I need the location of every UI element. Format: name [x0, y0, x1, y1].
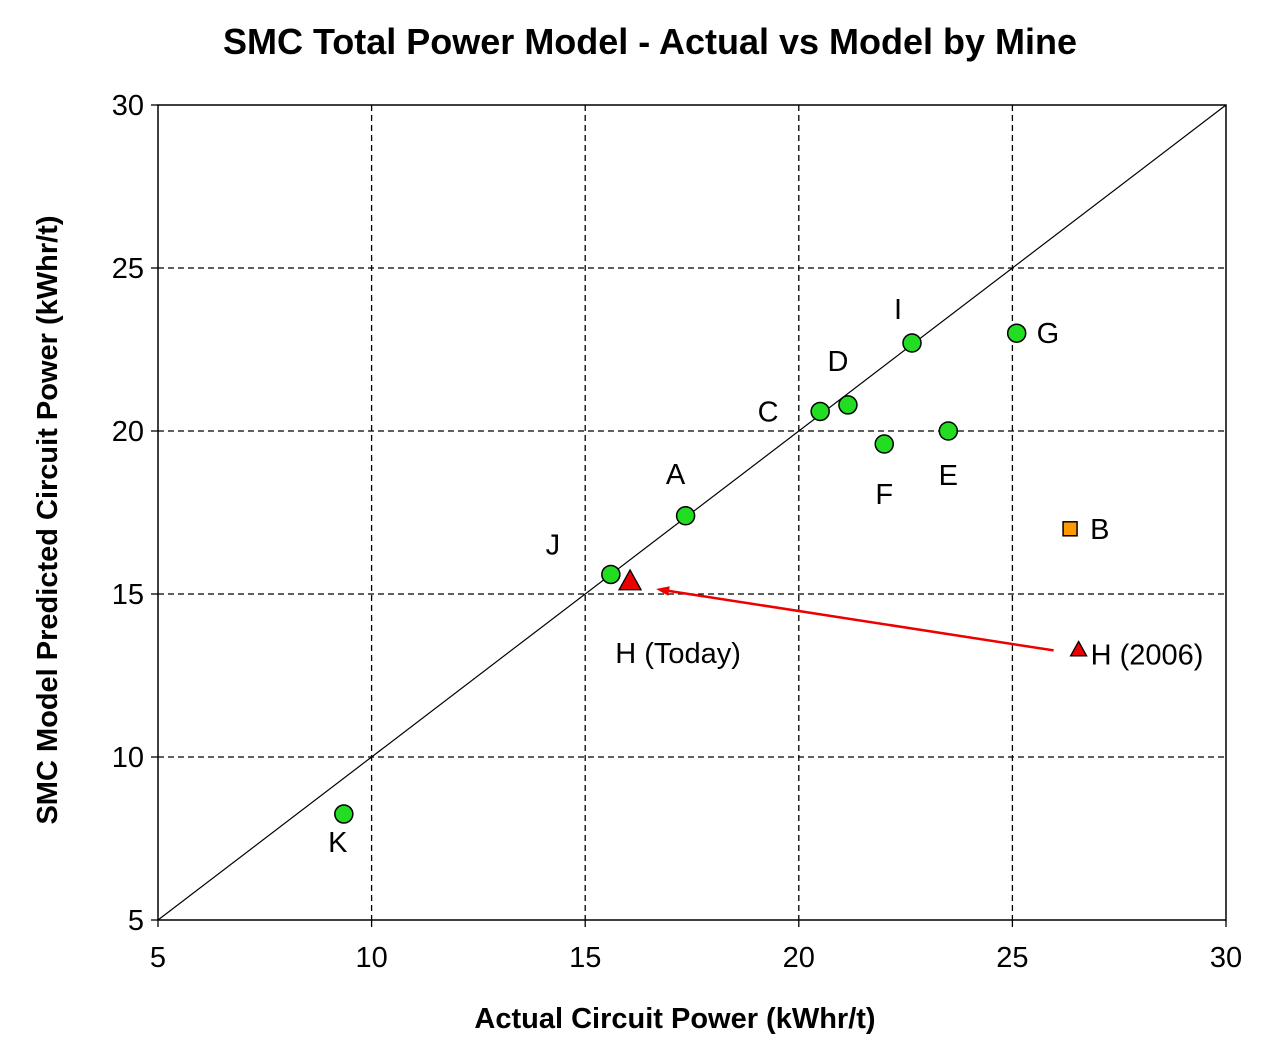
x-tick-label: 25 — [996, 942, 1028, 974]
data-point-b — [1062, 521, 1078, 537]
data-point-c — [810, 401, 830, 422]
point-label: A — [666, 459, 686, 491]
x-tick-label: 30 — [1210, 942, 1242, 974]
y-tick-label: 30 — [112, 90, 144, 122]
point-label: K — [328, 827, 348, 859]
data-point-j — [601, 564, 621, 585]
ticks: 5 10 15 20 25 30 5 10 15 20 25 30 — [112, 90, 1242, 974]
data-point-d — [838, 395, 858, 415]
y-tick-label: 15 — [112, 579, 144, 611]
data-point-h-2006 — [1069, 640, 1088, 657]
x-tick-label: 5 — [150, 942, 166, 974]
annotation-arrow-line — [665, 589, 1054, 652]
y-axis-label: SMC Model Predicted Circuit Power (kWhr/… — [32, 215, 64, 824]
y-tick-label: 25 — [112, 253, 144, 285]
point-label: G — [1037, 318, 1060, 350]
point-label: B — [1090, 514, 1109, 546]
data-point-h-today — [617, 568, 643, 591]
data-point-a — [675, 506, 696, 526]
y-tick-label: 10 — [112, 742, 144, 774]
x-tick-label: 20 — [783, 942, 815, 974]
point-label: E — [939, 460, 958, 492]
data-point-i — [902, 333, 922, 353]
point-label: H (2006) — [1091, 639, 1204, 671]
data-marks: K J A C D I G F E B H (Today) H (2006) — [328, 294, 1203, 859]
data-point-g — [1006, 323, 1027, 343]
data-point-e — [938, 421, 959, 441]
data-point-f — [874, 434, 894, 454]
x-tick-label: 15 — [569, 942, 601, 974]
plot-frame — [157, 104, 1227, 921]
x-axis-label: Actual Circuit Power (kWhr/t) — [474, 1003, 875, 1035]
chart-title: SMC Total Power Model - Actual vs Model … — [223, 21, 1077, 62]
annotation-arrow-head — [656, 586, 670, 596]
y-tick-label: 5 — [128, 905, 144, 937]
point-label: J — [546, 529, 561, 561]
point-label: F — [875, 479, 893, 511]
point-label: I — [894, 294, 902, 326]
point-label: H (Today) — [615, 638, 741, 670]
point-label: C — [758, 396, 779, 428]
x-tick-label: 10 — [355, 942, 387, 974]
data-point-k — [334, 804, 354, 824]
point-label: D — [827, 346, 848, 378]
y-tick-label: 20 — [112, 416, 144, 448]
